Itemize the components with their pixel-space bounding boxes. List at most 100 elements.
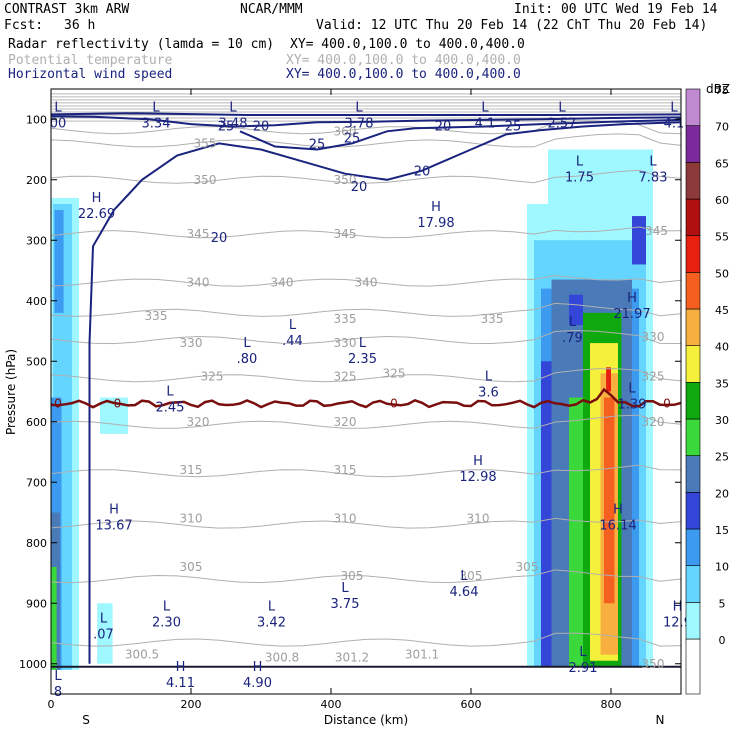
theta-contour-label: 301.2 xyxy=(335,651,369,665)
theta-contour-label: 335 xyxy=(145,309,168,323)
extremum-value: 21.97 xyxy=(613,307,650,322)
extremum-value: .79 xyxy=(562,331,583,346)
colorbar-swatch xyxy=(685,418,701,456)
wind-contour-label: 20 xyxy=(435,119,452,134)
extremum-value: 4.1 xyxy=(475,116,496,131)
extremum-marker: H4.90 xyxy=(243,660,272,691)
colorbar-swatch xyxy=(685,345,701,383)
colorbar-swatch xyxy=(685,235,701,273)
field-theta-name: Potential temperature xyxy=(8,53,173,68)
field-wind-name: Horizontal wind speed xyxy=(8,67,172,82)
extremum-type: L xyxy=(558,100,566,115)
extremum-value: 3.6 xyxy=(478,385,499,400)
colorbar-tick-label: 55 xyxy=(715,231,729,244)
theta-contour-line xyxy=(51,632,681,647)
extremum-value: 1.39 xyxy=(618,398,647,413)
y-axis-tick-label: 100 xyxy=(26,113,47,126)
extremum-type: L xyxy=(100,611,108,626)
extremum-type: L xyxy=(166,385,174,400)
org-name: NCAR/MMM xyxy=(240,2,303,17)
wind-contour-label: 20 xyxy=(351,180,368,195)
extremum-value: 7.83 xyxy=(639,171,668,186)
theta-contour-label: 325 xyxy=(334,369,357,383)
theta-contour-label: 345 xyxy=(187,227,210,241)
extremum-type: L xyxy=(579,645,587,660)
theta-contour-label: 320 xyxy=(642,415,665,429)
fcst-label: Fcst: xyxy=(4,18,43,33)
theta-contour-label: 305 xyxy=(180,560,203,574)
theta-contour-label: 305 xyxy=(341,569,364,583)
colorbar-swatch xyxy=(685,492,701,530)
wind-contour-label: 25 xyxy=(505,119,522,134)
theta-contour-label: 330 xyxy=(334,336,357,350)
theta-contour-label: 335 xyxy=(481,312,504,326)
theta-contour-line xyxy=(51,414,681,429)
wind-contours xyxy=(51,112,681,668)
extremum-type: L xyxy=(576,155,584,170)
colorbar-tick-label: 20 xyxy=(715,487,729,500)
colorbar-swatch xyxy=(685,162,701,200)
theta-contour-line xyxy=(51,368,681,383)
extremum-value: .07 xyxy=(93,627,114,642)
wind-contour-25 xyxy=(51,115,681,128)
freezing-level-label: 0 xyxy=(54,397,62,411)
extremum-type: L xyxy=(54,100,62,115)
theta-contour-line xyxy=(51,169,681,184)
extremum-marker: L8 xyxy=(54,669,63,700)
colorbar-tick-label: 10 xyxy=(715,561,729,574)
extremum-marker: L7.83 xyxy=(639,155,668,186)
extremum-type: L xyxy=(243,336,251,351)
extremum-value: 17.98 xyxy=(417,216,454,231)
freezing-level-label: 0 xyxy=(390,397,398,411)
extremum-type: L xyxy=(628,382,636,397)
wind-contour-20 xyxy=(51,112,681,116)
field-reflectivity-name: Radar reflectivity (lamda = 10 cm) xyxy=(8,37,274,52)
colorbar-swatch xyxy=(685,528,701,566)
extremum-value: 3.78 xyxy=(345,116,374,131)
y-axis-tick-label: 500 xyxy=(26,355,47,368)
theta-contour-label: 325 xyxy=(383,366,406,380)
theta-contour-label: 355 xyxy=(194,136,217,150)
colorbar-tick-label: 35 xyxy=(715,377,729,390)
theta-contour-label: 330 xyxy=(642,330,665,344)
theta-contour-label: 315 xyxy=(334,463,357,477)
y-axis-tick-label: 400 xyxy=(26,295,47,308)
wind-contour-20 xyxy=(88,121,681,664)
theta-contour-label: 320 xyxy=(334,415,357,429)
extremum-value: 4.11 xyxy=(166,676,195,691)
theta-contour-label: 310 xyxy=(180,512,203,526)
extremum-marker: L2.91 xyxy=(569,645,598,676)
theta-contour-label: 315 xyxy=(180,463,203,477)
extremum-marker: L2.35 xyxy=(348,336,377,367)
extremum-value: .80 xyxy=(237,352,258,367)
theta-contour-label: 305 xyxy=(460,569,483,583)
extremum-marker: L1.39 xyxy=(618,382,647,413)
wind-contour-20 xyxy=(239,118,681,151)
colorbar-swatch xyxy=(685,565,701,603)
plot-frame xyxy=(50,88,682,695)
extremum-marker: L00 xyxy=(50,100,67,131)
colorbar-swatch xyxy=(685,272,701,310)
colorbar-tick-label: 65 xyxy=(715,157,729,170)
header: CONTRAST 3km ARW NCAR/MMM Init: 00 UTC W… xyxy=(4,2,718,82)
extremum-type: L xyxy=(670,100,678,115)
wind-contour-label: 25 xyxy=(309,137,326,152)
theta-contour-label: 300.5 xyxy=(125,648,159,662)
y-axis-tick-label: 600 xyxy=(26,416,47,429)
colorbar-tick-label: 5 xyxy=(719,597,726,610)
extrema-markers: H22.69L3.34L3.48L3.78L4.1L2.57L4.1L1.75L… xyxy=(50,100,692,700)
theta-contour-line xyxy=(51,133,681,148)
extremum-marker: H21.97 xyxy=(613,291,650,322)
extremum-type: L xyxy=(569,315,577,330)
extremum-type: H xyxy=(613,503,623,518)
extremum-marker: L3.34 xyxy=(142,100,171,131)
x-axis-tick-label: 200 xyxy=(181,698,202,711)
extremum-type: L xyxy=(485,369,493,384)
theta-contour-label: 340 xyxy=(271,276,294,290)
reflectivity-band xyxy=(97,603,113,664)
colorbar-swatch xyxy=(685,382,701,420)
extremum-type: L xyxy=(268,599,276,614)
reflectivity-band xyxy=(604,397,615,604)
extremum-marker: L3.78 xyxy=(345,100,374,131)
